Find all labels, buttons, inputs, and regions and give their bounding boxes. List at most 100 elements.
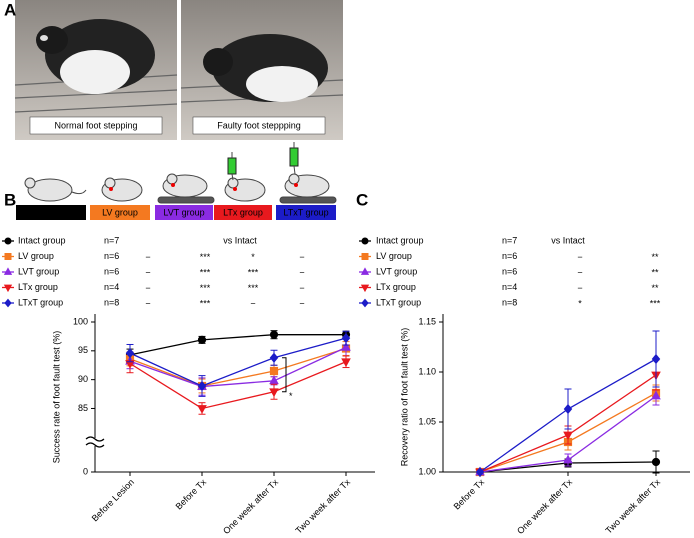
- marker: [341, 342, 351, 351]
- legend-label: LTx group: [18, 282, 58, 292]
- legend-n: n=7: [502, 235, 517, 245]
- significance: *: [578, 298, 582, 308]
- series-line: [129, 346, 347, 388]
- significance: −: [145, 252, 150, 262]
- group-label-box: [214, 205, 272, 220]
- marker: [341, 333, 351, 344]
- marker: [360, 267, 370, 275]
- legend-n: n=6: [502, 266, 517, 276]
- significance: ***: [200, 267, 211, 277]
- group-label-box: [16, 205, 86, 220]
- legend-label: LVT group: [376, 266, 417, 276]
- group-label: LTx group: [223, 207, 263, 217]
- y-axis-label: Success rate of foot fault test (%): [51, 331, 61, 464]
- y-tick-label: 100: [73, 316, 88, 326]
- panel-label: C: [356, 190, 368, 209]
- photo-caption: Normal foot stepping: [54, 120, 137, 130]
- significance: −: [299, 298, 304, 308]
- series-line: [129, 361, 347, 410]
- legend-label: Intact group: [376, 235, 424, 245]
- marker: [4, 298, 12, 308]
- annotation: *: [289, 391, 293, 401]
- y-tick-label: 90: [78, 374, 88, 384]
- y-tick-label: 1.00: [418, 466, 436, 476]
- significance: −: [299, 267, 304, 277]
- significance: **: [651, 283, 659, 293]
- significance-bracket: [282, 357, 287, 393]
- significance: ***: [248, 267, 259, 277]
- y-tick-label: 1.10: [418, 366, 436, 376]
- marker: [3, 284, 13, 293]
- comparison-header: vs Intact: [551, 235, 585, 245]
- axis-break-gap: [86, 438, 104, 446]
- marker: [341, 358, 351, 368]
- significance: −: [577, 252, 582, 262]
- significance: −: [299, 283, 304, 293]
- marker: [361, 253, 369, 260]
- x-tick-label: Before Tx: [174, 477, 209, 512]
- significance: ***: [200, 298, 211, 308]
- legend-label: LV group: [376, 251, 412, 261]
- group-label: LV group: [102, 207, 138, 217]
- significance: **: [651, 267, 659, 277]
- legend-label: LVT group: [18, 266, 59, 276]
- significance: −: [577, 267, 582, 277]
- marker: [197, 335, 207, 344]
- significance: *: [251, 252, 255, 262]
- significance: −: [577, 283, 582, 293]
- photo: [180, 0, 344, 140]
- x-tick-label: Before Tx: [452, 477, 487, 512]
- marker: [361, 237, 369, 245]
- series-line: [129, 334, 346, 356]
- y-tick-label: 85: [78, 403, 88, 413]
- photo-caption: Faulty foot steppping: [217, 120, 301, 130]
- significance: ***: [650, 298, 661, 308]
- x-tick-label: One week after Tx: [221, 477, 280, 536]
- photo: [14, 0, 178, 140]
- y-axis-label: Recovery ratio of foot fault test (%): [399, 328, 409, 467]
- series-line: [129, 337, 347, 387]
- group-label: LTxT group: [283, 207, 328, 217]
- series-line: [129, 347, 347, 387]
- group-label-box: [155, 205, 213, 220]
- marker: [269, 375, 279, 385]
- significance: −: [145, 298, 150, 308]
- legend-n: n=7: [104, 235, 119, 245]
- significance: ***: [200, 252, 211, 262]
- group-label: Intact group: [27, 207, 75, 217]
- marker: [651, 457, 661, 467]
- legend-label: Intact group: [18, 235, 66, 245]
- legend-n: n=6: [104, 251, 119, 261]
- significance: −: [145, 267, 150, 277]
- legend-n: n=6: [502, 251, 517, 261]
- legend-label: LTx group: [376, 282, 416, 292]
- legend-n: n=8: [502, 297, 517, 307]
- group-label-box: [90, 205, 150, 220]
- marker: [475, 466, 485, 478]
- x-tick-label: One week after Tx: [515, 477, 574, 536]
- marker: [4, 253, 12, 260]
- marker: [651, 390, 661, 400]
- panel-label: B: [4, 190, 16, 209]
- x-tick-label: Before Lesion: [90, 477, 136, 523]
- marker: [269, 366, 279, 376]
- significance: −: [299, 252, 304, 262]
- marker: [269, 330, 279, 339]
- significance: −: [250, 298, 255, 308]
- panel-label: A: [4, 0, 16, 19]
- legend-n: n=6: [104, 266, 119, 276]
- marker: [651, 353, 661, 365]
- legend-label: LTxT group: [18, 297, 63, 307]
- y-tick-label: 0: [83, 466, 88, 476]
- marker: [269, 352, 279, 363]
- marker: [269, 388, 279, 398]
- x-tick-label: Two week after Tx: [293, 477, 352, 536]
- legend-n: n=4: [502, 282, 517, 292]
- marker: [4, 237, 12, 245]
- marker: [360, 284, 370, 293]
- x-tick-label: Two week after Tx: [603, 477, 662, 536]
- legend-label: LTxT group: [376, 297, 421, 307]
- group-label-box: [276, 205, 336, 220]
- marker: [197, 405, 207, 414]
- marker: [563, 431, 573, 441]
